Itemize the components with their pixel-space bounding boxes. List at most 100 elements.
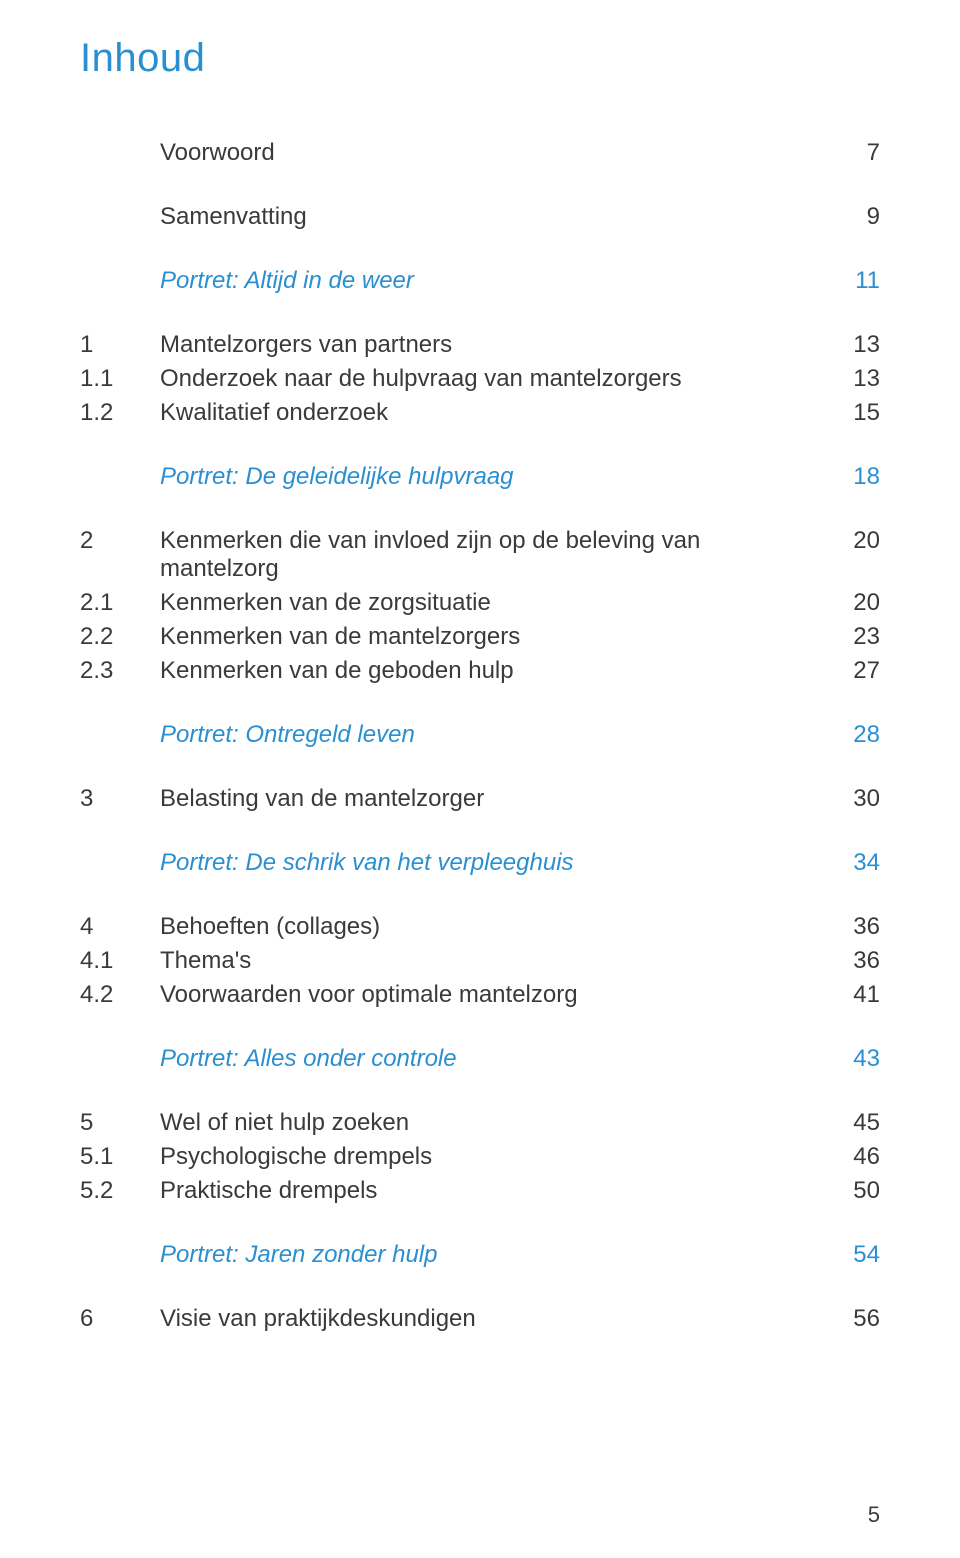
toc-row-number: 4.2 <box>80 981 160 1009</box>
toc-row-page: 28 <box>820 721 880 749</box>
toc-row-label: Portret: Jaren zonder hulp <box>160 1241 820 1269</box>
toc-row-page: 30 <box>820 785 880 813</box>
toc-row-page: 50 <box>820 1177 880 1205</box>
toc-row-label: Psychologische drempels <box>160 1143 820 1171</box>
toc-gap <box>80 173 880 203</box>
toc-row: 4Behoeften (collages)36 <box>80 913 880 941</box>
toc-row-page: 36 <box>820 947 880 975</box>
toc-row-label: Portret: De schrik van het verpleeghuis <box>160 849 820 877</box>
toc-row-label: Thema's <box>160 947 820 975</box>
toc-row: Portret: Altijd in de weer11 <box>80 267 880 295</box>
document-page: Inhoud Voorwoord7 Samenvatting9 Portret: A… <box>0 0 960 1558</box>
toc-row: 1Mantelzorgers van partners13 <box>80 331 880 359</box>
toc-row-page: 13 <box>820 365 880 393</box>
toc-row-page: 54 <box>820 1241 880 1269</box>
toc-row-number: 1.2 <box>80 399 160 427</box>
toc-row-page: 46 <box>820 1143 880 1171</box>
toc-row-label: Portret: Ontregeld leven <box>160 721 820 749</box>
toc-row-number: 5.2 <box>80 1177 160 1205</box>
toc-row: 2Kenmerken die van invloed zijn op de be… <box>80 527 880 583</box>
toc-row: 2.1Kenmerken van de zorgsituatie20 <box>80 589 880 617</box>
toc-row-label: Voorwoord <box>160 139 820 167</box>
toc-row-label: Voorwaarden voor optimale mantelzorg <box>160 981 820 1009</box>
toc-row: 3Belasting van de mantelzorger30 <box>80 785 880 813</box>
toc-row-number: 4.1 <box>80 947 160 975</box>
toc-row: 5Wel of niet hulp zoeken45 <box>80 1109 880 1137</box>
toc-row: Voorwoord7 <box>80 139 880 167</box>
toc-gap <box>80 883 880 913</box>
toc-row-page: 20 <box>820 527 880 555</box>
toc-gap <box>80 1079 880 1109</box>
toc-row-label: Portret: Alles onder controle <box>160 1045 820 1073</box>
toc-row-label: Mantelzorgers van partners <box>160 331 820 359</box>
toc-row-label: Behoeften (collages) <box>160 913 820 941</box>
toc-row-label: Kenmerken van de geboden hulp <box>160 657 820 685</box>
toc-row-page: 20 <box>820 589 880 617</box>
toc-row: 1.2Kwalitatief onderzoek15 <box>80 399 880 427</box>
toc-row-page: 45 <box>820 1109 880 1137</box>
toc-row-label: Portret: Altijd in de weer <box>160 267 820 295</box>
toc-gap <box>80 433 880 463</box>
toc-row: 5.1Psychologische drempels46 <box>80 1143 880 1171</box>
toc-row-page: 18 <box>820 463 880 491</box>
toc-gap <box>80 1275 880 1305</box>
toc-row-label: Samenvatting <box>160 203 820 231</box>
toc-gap <box>80 755 880 785</box>
toc-row-number: 6 <box>80 1305 160 1333</box>
toc-gap <box>80 691 880 721</box>
toc-row-page: 15 <box>820 399 880 427</box>
toc-row-number: 3 <box>80 785 160 813</box>
toc-row-number: 4 <box>80 913 160 941</box>
toc-row-number: 2.1 <box>80 589 160 617</box>
toc-row-label: Kwalitatief onderzoek <box>160 399 820 427</box>
toc-row-number: 5.1 <box>80 1143 160 1171</box>
toc-row-page: 9 <box>820 203 880 231</box>
toc-row-label: Kenmerken van de mantelzorgers <box>160 623 820 651</box>
toc-gap <box>80 1015 880 1045</box>
toc-row: 2.2Kenmerken van de mantelzorgers23 <box>80 623 880 651</box>
toc-row-label: Onderzoek naar de hulpvraag van mantelzo… <box>160 365 820 393</box>
toc-row-page: 7 <box>820 139 880 167</box>
toc-gap <box>80 1211 880 1241</box>
toc-row-number: 2.2 <box>80 623 160 651</box>
page-number: 5 <box>868 1502 880 1528</box>
toc-row: Portret: De geleidelijke hulpvraag18 <box>80 463 880 491</box>
toc-row-page: 11 <box>820 267 880 295</box>
toc-row: Portret: Alles onder controle43 <box>80 1045 880 1073</box>
toc-row-number: 1 <box>80 331 160 359</box>
toc-gap <box>80 237 880 267</box>
toc-row-label: Portret: De geleidelijke hulpvraag <box>160 463 820 491</box>
page-title: Inhoud <box>80 36 880 81</box>
toc-row: Portret: Jaren zonder hulp54 <box>80 1241 880 1269</box>
table-of-contents: Voorwoord7 Samenvatting9 Portret: Altijd i… <box>80 139 880 1333</box>
toc-row: 1.1Onderzoek naar de hulpvraag van mante… <box>80 365 880 393</box>
toc-row: 2.3Kenmerken van de geboden hulp27 <box>80 657 880 685</box>
toc-row: 4.1Thema's36 <box>80 947 880 975</box>
toc-row-number: 2.3 <box>80 657 160 685</box>
toc-row: 5.2Praktische drempels50 <box>80 1177 880 1205</box>
toc-gap <box>80 301 880 331</box>
toc-row-label: Visie van praktijkdeskundigen <box>160 1305 820 1333</box>
toc-row-page: 13 <box>820 331 880 359</box>
toc-row-page: 23 <box>820 623 880 651</box>
toc-row: 6Visie van praktijkdeskundigen56 <box>80 1305 880 1333</box>
toc-row-number: 5 <box>80 1109 160 1137</box>
toc-row: Portret: De schrik van het verpleeghuis3… <box>80 849 880 877</box>
toc-row-number: 2 <box>80 527 160 555</box>
toc-row-label: Belasting van de mantelzorger <box>160 785 820 813</box>
toc-row: Samenvatting9 <box>80 203 880 231</box>
toc-row-label: Kenmerken die van invloed zijn op de bel… <box>160 527 820 583</box>
toc-gap <box>80 819 880 849</box>
toc-row-page: 43 <box>820 1045 880 1073</box>
toc-row-label: Kenmerken van de zorgsituatie <box>160 589 820 617</box>
toc-row-number: 1.1 <box>80 365 160 393</box>
toc-row: Portret: Ontregeld leven28 <box>80 721 880 749</box>
toc-gap <box>80 497 880 527</box>
toc-row-label: Praktische drempels <box>160 1177 820 1205</box>
toc-row-page: 56 <box>820 1305 880 1333</box>
toc-row-page: 27 <box>820 657 880 685</box>
toc-row-page: 41 <box>820 981 880 1009</box>
toc-row-page: 34 <box>820 849 880 877</box>
toc-row: 4.2Voorwaarden voor optimale mantelzorg4… <box>80 981 880 1009</box>
toc-row-label: Wel of niet hulp zoeken <box>160 1109 820 1137</box>
